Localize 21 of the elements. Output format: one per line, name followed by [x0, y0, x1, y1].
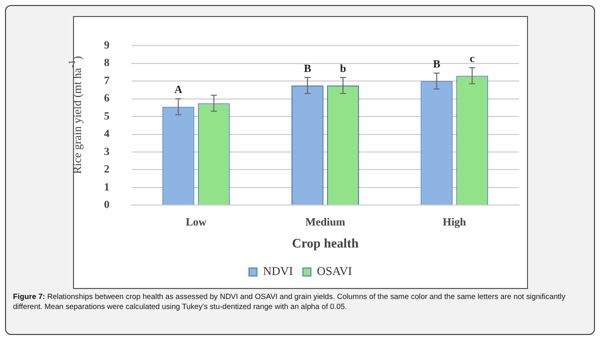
x-tick-label: Medium: [305, 216, 346, 229]
data-label: A: [174, 84, 182, 96]
y-tick-label: 7: [104, 74, 110, 87]
y-tick-label: 9: [104, 39, 110, 52]
y-tick-label: 3: [104, 146, 110, 158]
x-tick-label: High: [442, 216, 466, 229]
legend-label: NDVI: [262, 264, 293, 278]
y-tick-label: 2: [104, 164, 110, 176]
data-label: c: [470, 53, 475, 66]
data-label: B: [304, 62, 312, 75]
y-tick-label: 6: [104, 92, 110, 105]
legend-label: OSAVI: [316, 264, 352, 278]
y-tick-label: 0: [104, 199, 110, 212]
data-label: b: [340, 62, 346, 75]
y-tick-label: 5: [104, 110, 110, 122]
y-tick-label: 8: [104, 57, 110, 70]
data-label: B: [432, 58, 441, 70]
x-tick-label: Low: [186, 216, 207, 229]
y-tick-label: 1: [104, 181, 110, 194]
x-axis-title: Crop health: [292, 236, 360, 251]
y-tick-label: 4: [104, 128, 110, 140]
